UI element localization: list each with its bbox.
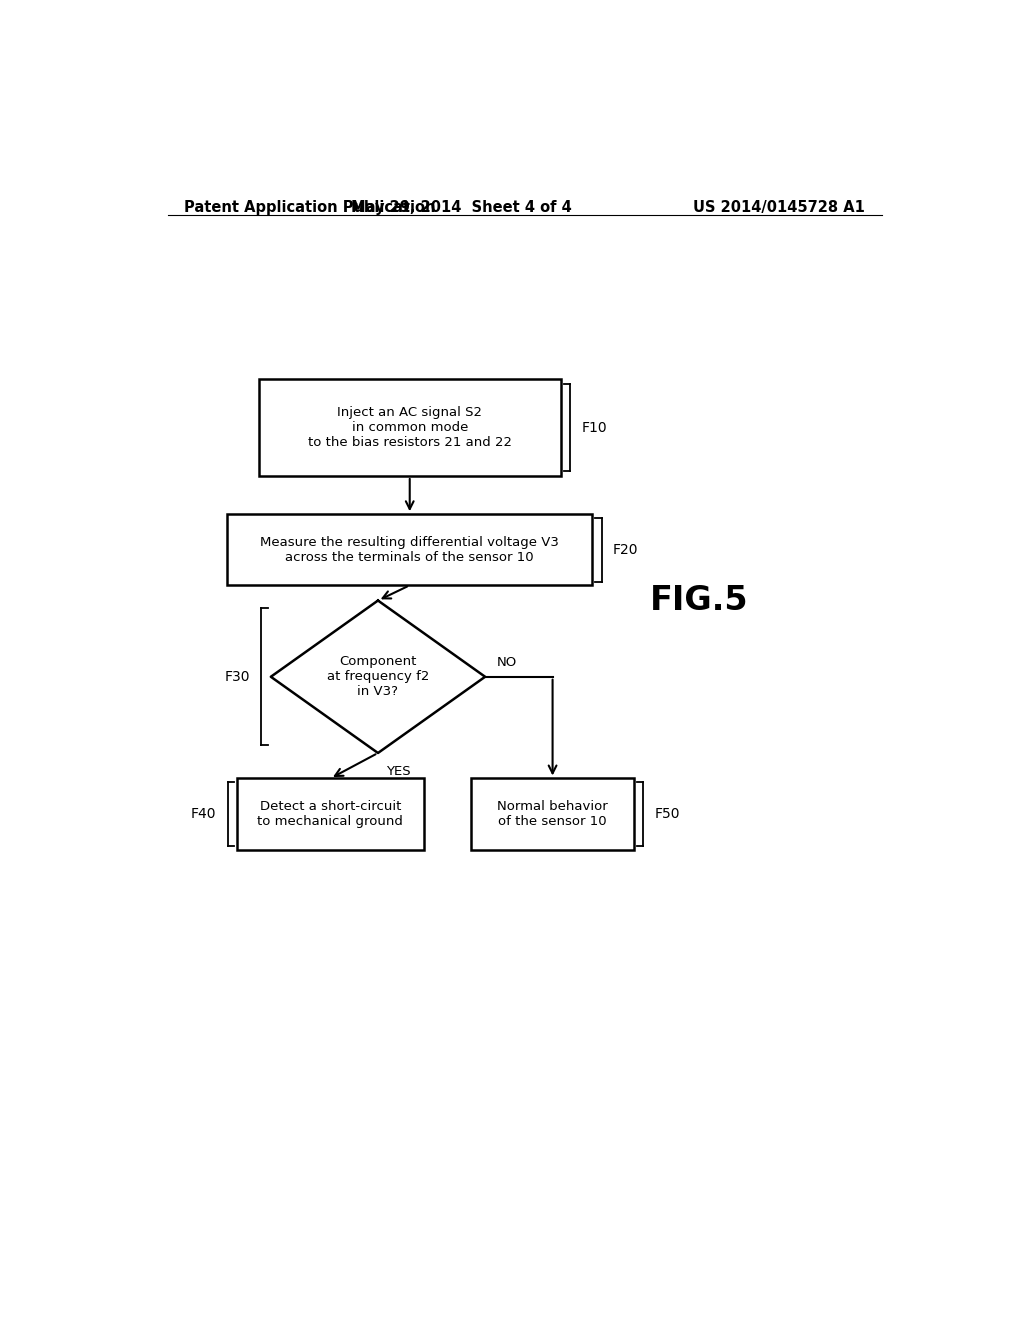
Text: Inject an AC signal S2
in common mode
to the bias resistors 21 and 22: Inject an AC signal S2 in common mode to… [308, 407, 512, 449]
Text: F40: F40 [191, 807, 216, 821]
Text: Patent Application Publication: Patent Application Publication [183, 199, 435, 215]
Bar [259, 379, 560, 477]
Text: Component
at frequency f2
in V3?: Component at frequency f2 in V3? [327, 655, 429, 698]
Text: Normal behavior
of the sensor 10: Normal behavior of the sensor 10 [498, 800, 608, 828]
Bar [471, 779, 634, 850]
Text: Detect a short-circuit
to mechanical ground: Detect a short-circuit to mechanical gro… [257, 800, 403, 828]
Text: F50: F50 [654, 807, 680, 821]
Text: May 29, 2014  Sheet 4 of 4: May 29, 2014 Sheet 4 of 4 [351, 199, 571, 215]
Bar [238, 779, 424, 850]
Text: F10: F10 [582, 421, 607, 434]
Text: US 2014/0145728 A1: US 2014/0145728 A1 [693, 199, 864, 215]
Text: NO: NO [497, 656, 517, 669]
Text: FIG.5: FIG.5 [650, 583, 749, 616]
Text: F20: F20 [613, 543, 638, 557]
Text: YES: YES [386, 766, 411, 779]
Text: F30: F30 [224, 669, 250, 684]
Text: Measure the resulting differential voltage V3
across the terminals of the sensor: Measure the resulting differential volta… [260, 536, 559, 564]
Bar [227, 515, 592, 585]
